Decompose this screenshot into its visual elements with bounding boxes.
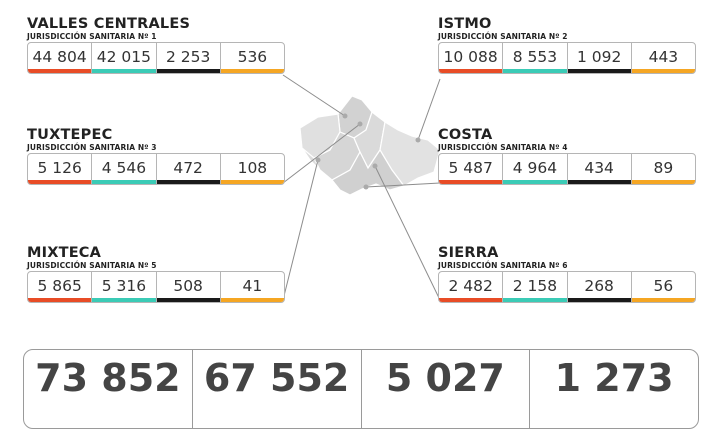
value-cases: 5 126 [28, 154, 93, 184]
region-subtitle: JURISDICCIÓN SANITARIA Nº 1 [27, 32, 157, 41]
region-values: 10 088 8 553 1 092 443 [438, 42, 696, 74]
region-name: MIXTECA [27, 245, 102, 261]
value-recovered: 42 015 [92, 43, 157, 73]
value-recovered: 5 316 [92, 272, 157, 302]
region-name: SIERRA [438, 245, 499, 261]
region-sierra: SIERRA JURISDICCIÓN SANITARIA Nº 6 2 482… [438, 245, 696, 303]
region-values: 2 482 2 158 268 56 [438, 271, 696, 303]
total-active: 1 273 [554, 356, 674, 400]
value-cases: 5 487 [439, 154, 504, 184]
oaxaca-map [282, 74, 441, 301]
map-shape [299, 95, 441, 196]
region-values: 5 487 4 964 434 89 [438, 153, 696, 185]
value-deaths: 268 [567, 272, 632, 302]
region-name: TUXTEPEC [27, 127, 113, 143]
region-subtitle: JURISDICCIÓN SANITARIA Nº 4 [438, 143, 568, 152]
value-cases: 10 088 [439, 43, 504, 73]
region-costa: COSTA JURISDICCIÓN SANITARIA Nº 4 5 487 … [438, 127, 696, 185]
value-recovered: 8 553 [503, 43, 568, 73]
region-name: ISTMO [438, 16, 492, 32]
region-subtitle: JURISDICCIÓN SANITARIA Nº 3 [27, 143, 157, 152]
value-cases: 5 865 [28, 272, 93, 302]
value-cases: 2 482 [439, 272, 504, 302]
region-istmo: ISTMO JURISDICCIÓN SANITARIA Nº 2 10 088… [438, 16, 696, 74]
value-deaths: 2 253 [156, 43, 221, 73]
value-cases: 44 804 [28, 43, 93, 73]
total-recovered: 67 552 [193, 350, 362, 428]
region-subtitle: JURISDICCIÓN SANITARIA Nº 5 [27, 261, 157, 270]
region-values: 44 804 42 015 2 253 536 [27, 42, 285, 74]
map-points [315, 113, 421, 190]
region-subtitle: JURISDICCIÓN SANITARIA Nº 2 [438, 32, 568, 41]
value-recovered: 4 964 [503, 154, 568, 184]
total-deaths: 5 027 [362, 350, 531, 428]
value-active: 41 [220, 272, 284, 302]
value-active: 89 [631, 154, 695, 184]
value-deaths: 434 [567, 154, 632, 184]
region-name: VALLES CENTRALES [27, 16, 191, 32]
value-deaths: 472 [156, 154, 221, 184]
region-subtitle: JURISDICCIÓN SANITARIA Nº 6 [438, 261, 568, 270]
region-mixteca: MIXTECA JURISDICCIÓN SANITARIA Nº 5 5 86… [27, 245, 285, 303]
region-name: COSTA [438, 127, 493, 143]
value-active: 56 [631, 272, 695, 302]
region-values: 5 126 4 546 472 108 [27, 153, 285, 185]
leader-lines [282, 74, 441, 301]
region-valles-centrales: VALLES CENTRALES JURISDICCIÓN SANITARIA … [27, 16, 285, 74]
value-active: 108 [220, 154, 284, 184]
value-recovered: 4 546 [92, 154, 157, 184]
totals-box: 73 852 67 552 5 027 1 273 [23, 349, 699, 429]
value-deaths: 1 092 [567, 43, 632, 73]
region-tuxtepec: TUXTEPEC JURISDICCIÓN SANITARIA Nº 3 5 1… [27, 127, 285, 185]
value-active: 536 [220, 43, 284, 73]
total-cases: 73 852 [24, 350, 193, 428]
region-values: 5 865 5 316 508 41 [27, 271, 285, 303]
value-recovered: 2 158 [503, 272, 568, 302]
value-active: 443 [631, 43, 695, 73]
value-deaths: 508 [156, 272, 221, 302]
